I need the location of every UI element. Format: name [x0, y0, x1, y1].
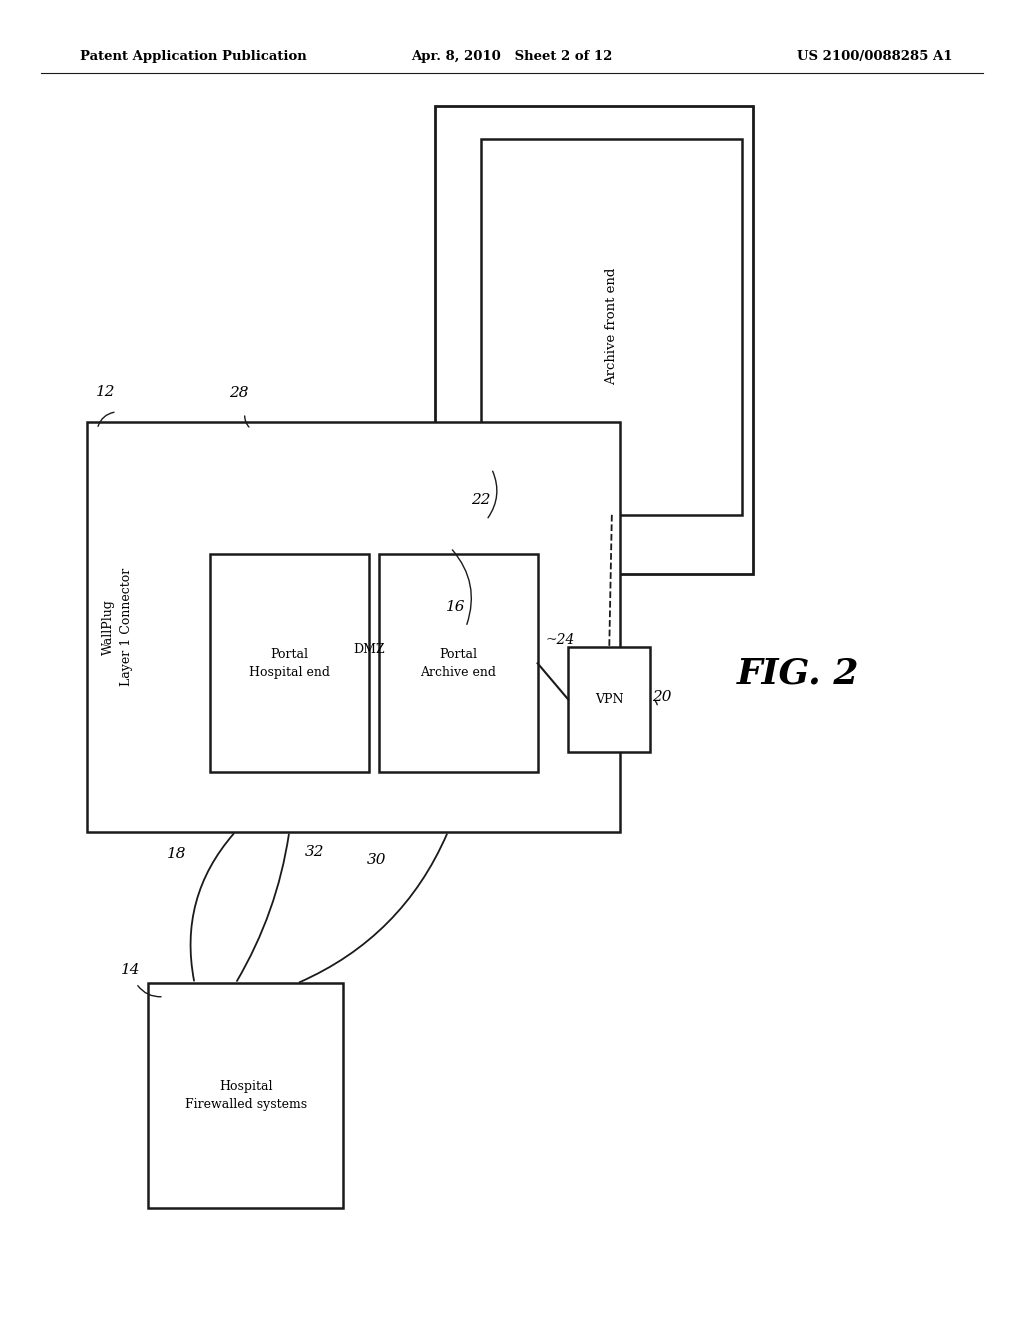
- Text: Portal
Hospital end: Portal Hospital end: [249, 648, 330, 678]
- Text: Portal
Archive end: Portal Archive end: [420, 648, 497, 678]
- Bar: [568, 647, 650, 752]
- Text: 30: 30: [367, 853, 386, 867]
- Bar: [210, 554, 369, 772]
- Bar: [435, 106, 753, 574]
- Text: 18: 18: [167, 846, 186, 861]
- Text: FIG. 2: FIG. 2: [737, 656, 860, 690]
- Text: 22: 22: [471, 492, 490, 507]
- Text: 20: 20: [652, 689, 672, 704]
- Text: 32: 32: [305, 845, 325, 859]
- Bar: [481, 139, 742, 515]
- Text: ~24: ~24: [546, 632, 575, 647]
- Text: Apr. 8, 2010   Sheet 2 of 12: Apr. 8, 2010 Sheet 2 of 12: [412, 50, 612, 63]
- Text: 14: 14: [121, 962, 140, 977]
- Bar: [379, 554, 538, 772]
- Text: 16: 16: [445, 599, 465, 614]
- Text: Hospital
Firewalled systems: Hospital Firewalled systems: [184, 1080, 307, 1111]
- Text: WallPlug
Layer 1 Connector: WallPlug Layer 1 Connector: [102, 568, 133, 686]
- Text: Patent Application Publication: Patent Application Publication: [80, 50, 306, 63]
- Text: Archive front end: Archive front end: [605, 268, 618, 385]
- Text: 28: 28: [229, 385, 249, 400]
- Bar: [87, 422, 620, 832]
- Text: DMZ: DMZ: [353, 643, 384, 656]
- Text: 12: 12: [96, 384, 116, 399]
- Bar: [148, 983, 343, 1208]
- Text: VPN: VPN: [595, 693, 624, 706]
- Text: US 2100/0088285 A1: US 2100/0088285 A1: [797, 50, 952, 63]
